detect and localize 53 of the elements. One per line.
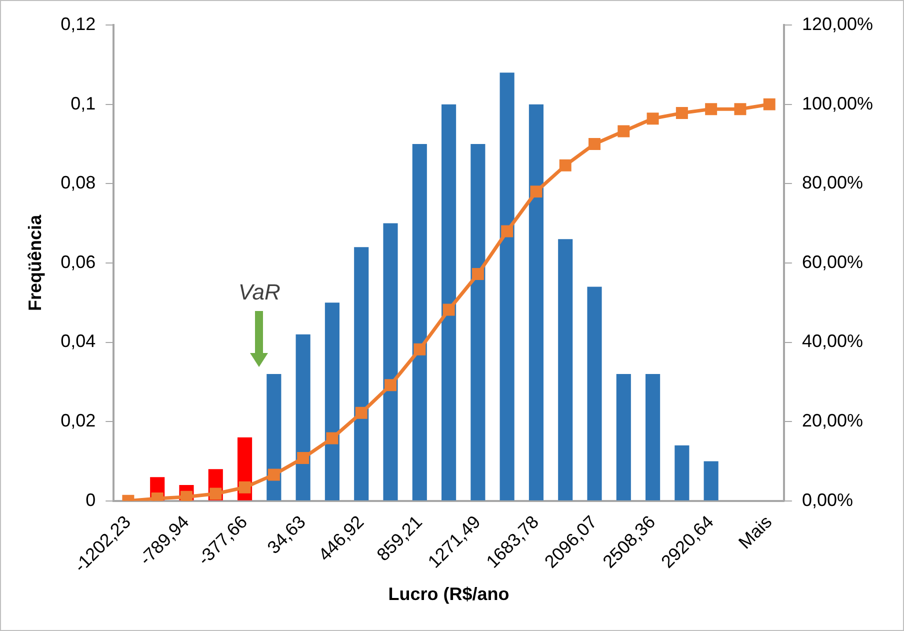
bar [587,286,602,500]
y2-tick-label: 60,00% [802,252,864,272]
y2-tick-label: 120,00% [802,14,874,34]
point [268,468,280,481]
bar [412,144,427,500]
point [297,452,310,464]
bar [500,72,514,500]
point [326,432,338,444]
x-axis-title: Lucro (R$/ano [388,584,510,604]
y-axis-title: Freqüência [24,214,45,311]
point [238,481,251,494]
point [705,103,718,116]
point [559,159,572,172]
y2-tick-label: 40,00% [802,331,864,352]
point [734,103,746,116]
bar [266,374,282,500]
point [646,112,659,125]
point [763,98,776,110]
bar [674,445,690,500]
y-tick-label: 0,06 [60,252,96,272]
bar [470,144,486,500]
bar [616,374,631,500]
point [472,268,484,280]
y-tick-label: 0,08 [60,172,96,193]
point [618,125,630,138]
point [210,488,222,500]
point [588,138,600,150]
bar [528,104,544,500]
y2-tick-label: 80,00% [802,172,864,193]
point [442,304,455,316]
bar [442,104,456,500]
y2-tick-label: 100,00% [802,93,874,114]
bar [296,334,310,500]
bar [558,239,573,500]
bar [383,223,398,500]
point [384,379,396,392]
y-tick-label: 0,04 [60,331,96,352]
point [501,225,514,238]
bar [324,302,340,500]
bar [354,247,369,500]
y-tick-label: 0,02 [60,410,96,431]
bar [646,374,660,500]
y2-tick-label: 20,00% [802,410,864,431]
y2-tick-label: 0,00% [802,490,853,510]
y-tick-label: 0 [86,490,96,510]
annotation: VaR [238,280,280,305]
point [414,343,426,356]
point [355,406,368,419]
bar [704,461,718,500]
point [676,107,688,120]
y-tick-label: 0,1 [70,93,96,114]
y-tick-label: 0,12 [60,14,96,34]
point [530,186,542,198]
